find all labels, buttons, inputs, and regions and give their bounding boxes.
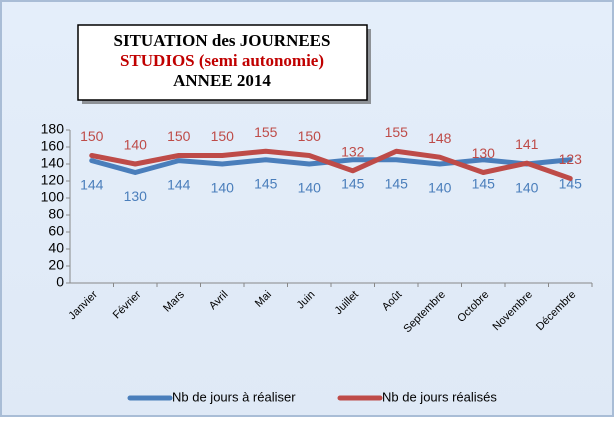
data-label: 140 <box>124 137 148 153</box>
data-label: 150 <box>298 128 322 144</box>
y-tick-label: 60 <box>48 223 64 239</box>
y-tick-label: 100 <box>41 189 65 205</box>
data-label: 123 <box>559 151 583 167</box>
data-label: 140 <box>298 180 322 196</box>
legend-label: Nb de jours réalisés <box>382 389 497 404</box>
data-label: 145 <box>385 175 409 191</box>
y-tick-label: 20 <box>48 257 64 273</box>
data-label: 145 <box>254 175 278 191</box>
data-label: 145 <box>472 175 496 191</box>
data-label: 140 <box>428 180 452 196</box>
y-tick-label: 0 <box>56 274 64 290</box>
data-label: 150 <box>80 128 104 144</box>
chart-title: STUDIOS (semi autonomie) <box>120 51 324 70</box>
data-label: 145 <box>341 175 365 191</box>
data-label: 155 <box>385 124 409 140</box>
y-tick-label: 180 <box>41 121 65 137</box>
series-line <box>89 148 573 181</box>
data-label: 148 <box>428 130 452 146</box>
y-tick-label: 120 <box>41 172 65 188</box>
y-tick-label: 40 <box>48 240 64 256</box>
chart-title: SITUATION des JOURNEES <box>114 31 331 50</box>
title-box <box>77 24 368 101</box>
data-label: 130 <box>472 145 496 161</box>
y-tick-label: 140 <box>41 155 65 171</box>
data-label: 141 <box>515 136 539 152</box>
data-label: 150 <box>167 128 191 144</box>
y-tick-label: 80 <box>48 206 64 222</box>
chart-title: ANNEE 2014 <box>173 71 271 90</box>
data-label: 144 <box>80 176 104 192</box>
data-label: 144 <box>167 176 191 192</box>
data-label: 140 <box>211 180 235 196</box>
data-label: 132 <box>341 144 365 160</box>
data-label: 155 <box>254 124 278 140</box>
data-label: 150 <box>211 128 235 144</box>
data-label: 145 <box>559 175 583 191</box>
data-label: 130 <box>124 188 148 204</box>
data-label: 140 <box>515 180 539 196</box>
y-tick-label: 160 <box>41 138 65 154</box>
legend-label: Nb de jours à réaliser <box>172 389 296 404</box>
